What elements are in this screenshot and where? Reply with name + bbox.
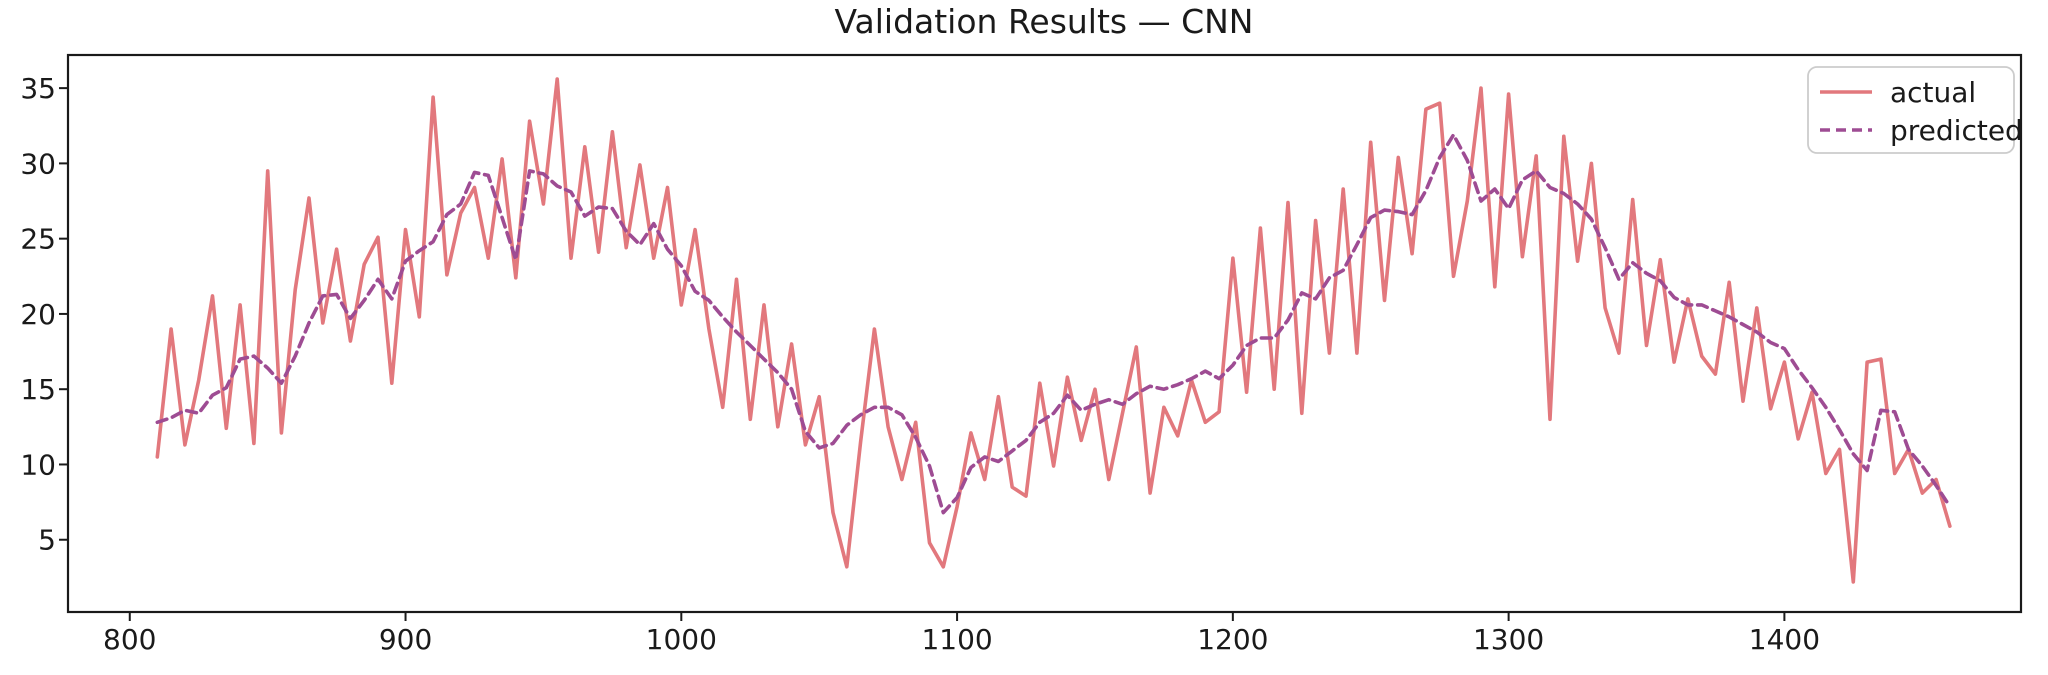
x-tick-label: 900 bbox=[379, 623, 432, 656]
predicted-line bbox=[155, 133, 1952, 515]
actual-line bbox=[155, 77, 1952, 584]
x-tick-label: 800 bbox=[103, 623, 156, 656]
legend-actual-label: actual bbox=[1890, 76, 1976, 109]
x-tick-label: 1300 bbox=[1473, 623, 1544, 656]
y-tick-label: 30 bbox=[20, 147, 56, 180]
x-tick-label: 1400 bbox=[1749, 623, 1820, 656]
legend: actual predicted bbox=[1807, 66, 2023, 154]
legend-predicted-label: predicted bbox=[1890, 114, 2023, 147]
series-layer bbox=[155, 77, 1952, 584]
plot-frame bbox=[66, 53, 2023, 614]
x-tick-label: 1000 bbox=[646, 623, 717, 656]
axes-layer: 800 900 1000 1100 1200 1300 1400 5 10 15 20 25 30 35 bbox=[20, 72, 1820, 656]
y-tick-label: 20 bbox=[20, 298, 56, 331]
y-tick-label: 15 bbox=[20, 373, 56, 406]
y-tick-label: 10 bbox=[20, 448, 56, 481]
x-tick-label: 1100 bbox=[921, 623, 992, 656]
x-tick-label: 1200 bbox=[1197, 623, 1268, 656]
y-tick-label: 35 bbox=[20, 72, 56, 105]
y-tick-label: 25 bbox=[20, 223, 56, 256]
y-tick-label: 5 bbox=[38, 524, 56, 557]
chart-title: Validation Results — CNN bbox=[835, 2, 1254, 41]
